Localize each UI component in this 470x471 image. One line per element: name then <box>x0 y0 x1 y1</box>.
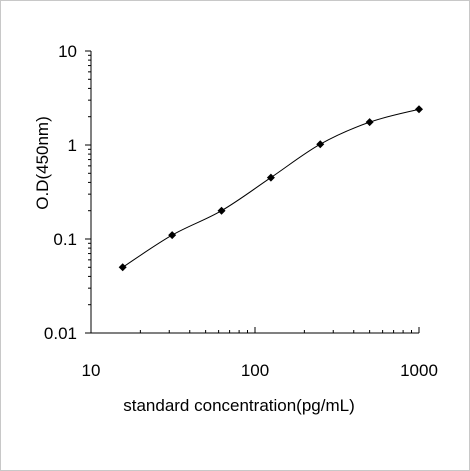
data-point <box>365 118 374 127</box>
x-axis-title: standard concentration(pg/mL) <box>123 396 355 415</box>
data-point <box>168 231 177 240</box>
data-point <box>266 173 275 182</box>
y-tick-label: 1 <box>68 136 77 155</box>
data-point <box>118 263 127 272</box>
x-tick-label: 10 <box>82 361 101 380</box>
series-line <box>122 108 420 268</box>
data-point <box>217 206 226 215</box>
x-tick-label: 100 <box>241 361 269 380</box>
y-tick-label: 0.01 <box>44 324 77 343</box>
axes <box>90 51 419 334</box>
data-point <box>316 140 325 149</box>
series-layer <box>118 105 423 272</box>
axis-ticks <box>85 50 420 334</box>
tick-labels: 0.01 0.1 1 10 10 100 1000 <box>44 42 438 380</box>
y-axis-title: O.D(450nm) <box>33 116 52 210</box>
x-tick-label: 1000 <box>400 361 438 380</box>
y-tick-label: 0.1 <box>53 230 77 249</box>
data-point <box>415 105 423 114</box>
y-tick-label: 10 <box>58 42 77 61</box>
